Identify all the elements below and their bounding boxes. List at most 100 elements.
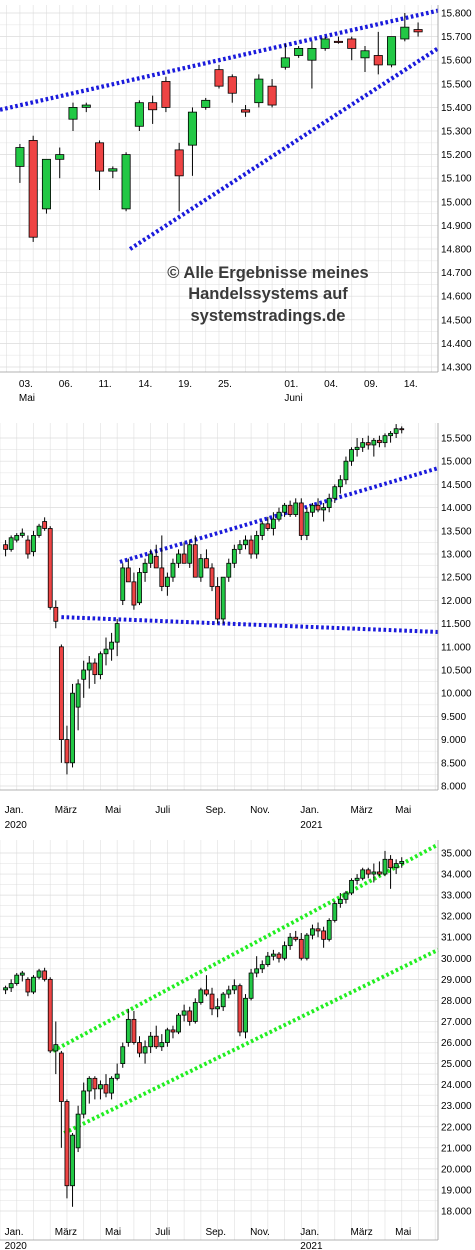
y-tick-label: 15.800 [441, 9, 472, 20]
candle-body [388, 858, 393, 869]
candle [349, 878, 354, 896]
candle [153, 544, 159, 569]
candle [265, 516, 271, 531]
candle [36, 968, 42, 980]
candle [47, 526, 53, 610]
y-tick-label: 31.000 [441, 933, 472, 944]
candle-body [280, 57, 290, 68]
candle [333, 36, 343, 44]
candle [337, 893, 343, 908]
candle-body [215, 1006, 221, 1010]
trendline [0, 8, 439, 112]
candle [215, 998, 221, 1018]
candle [298, 933, 304, 961]
y-axis: 35.000 34.000 33.000 32.000 31.000 30.000 29.0… [437, 840, 472, 1240]
candle-body [371, 439, 377, 446]
x-tick-label: Jan. [300, 1227, 319, 1238]
candle-body [388, 432, 393, 437]
candle [114, 1063, 120, 1081]
y-axis: 15.500 15.000 14.500 14.000 13.500 13.000 12.5… [437, 423, 472, 793]
candle-body [68, 107, 78, 120]
candle-body [343, 892, 349, 900]
candle [237, 540, 243, 554]
candle [307, 41, 317, 89]
candle-body [382, 435, 388, 444]
candle [109, 632, 115, 661]
candle [103, 1074, 109, 1098]
candle-body [354, 877, 360, 881]
candle [209, 987, 215, 1016]
candle [349, 447, 354, 466]
candle-body [337, 898, 343, 904]
x-tick-label: Mai [105, 1227, 121, 1238]
x-tick-label: 14. [404, 379, 418, 390]
candle [198, 554, 204, 582]
candle [125, 558, 131, 583]
candle-body [248, 972, 254, 999]
candle [64, 725, 70, 775]
candle-body [373, 55, 383, 66]
y-tick-label: 26.000 [441, 1038, 472, 1049]
candle-body [254, 78, 264, 104]
candle-body [241, 109, 251, 113]
candle [198, 987, 204, 1005]
candle [31, 530, 36, 557]
candle [114, 618, 120, 657]
candle-body [58, 1052, 64, 1102]
candle [181, 1004, 187, 1022]
candle [8, 535, 14, 552]
candle-body [98, 653, 103, 676]
y-tick-label: 15.300 [441, 127, 472, 138]
candle [58, 1050, 64, 1148]
candle-body [41, 158, 51, 210]
candle-body [159, 567, 165, 587]
candle-body [349, 449, 354, 462]
candle-body [142, 1046, 148, 1054]
candle-body [131, 581, 137, 606]
candle-body [276, 511, 282, 520]
candle [377, 435, 382, 448]
candle-body [400, 26, 410, 40]
candle [137, 567, 142, 606]
candle [81, 1082, 87, 1119]
candle [131, 1010, 137, 1045]
candle [75, 679, 81, 731]
candle-body [181, 553, 187, 564]
candle-body [153, 555, 159, 569]
candle [254, 74, 264, 108]
x-axis: 03. Mai 06. 11. 14. 19. 25. 01. Juni 04. 09. 14. [0, 371, 438, 404]
candle [298, 498, 304, 541]
candle-body [174, 149, 184, 177]
candle [399, 857, 405, 868]
candle-body [103, 1084, 109, 1094]
y-tick-label: 28.000 [441, 996, 472, 1007]
candle-body [393, 428, 399, 434]
candle [19, 970, 25, 982]
x-tick-label: 25. [218, 379, 232, 390]
candle [25, 535, 31, 559]
y-tick-label: 15.500 [441, 79, 472, 90]
dax-weekly-chart: 15.500 15.000 14.500 14.000 13.500 13.000 12.5… [0, 423, 472, 831]
y-tick-label: 11.000 [441, 642, 471, 653]
candle-body [25, 539, 31, 555]
y-tick-label: 14.800 [441, 245, 472, 256]
candle [125, 1008, 131, 1047]
y-tick-label: 14.600 [441, 292, 472, 303]
candle-body [243, 997, 248, 1033]
candle [227, 74, 237, 103]
y-tick-label: 34.000 [441, 870, 472, 881]
candle [31, 975, 36, 995]
candle [36, 523, 42, 538]
candle-body [103, 648, 109, 655]
candle-body [320, 38, 330, 49]
watermark-line-3: systemstradings.de [191, 307, 346, 325]
candle [321, 502, 327, 522]
candle [42, 967, 48, 982]
candle [265, 951, 271, 967]
candle [75, 1105, 81, 1153]
candle-body [81, 1090, 87, 1115]
candle-body [254, 535, 260, 555]
candle-body [220, 576, 226, 620]
y-tick-label: 18.000 [441, 1207, 472, 1218]
candle [95, 140, 105, 190]
